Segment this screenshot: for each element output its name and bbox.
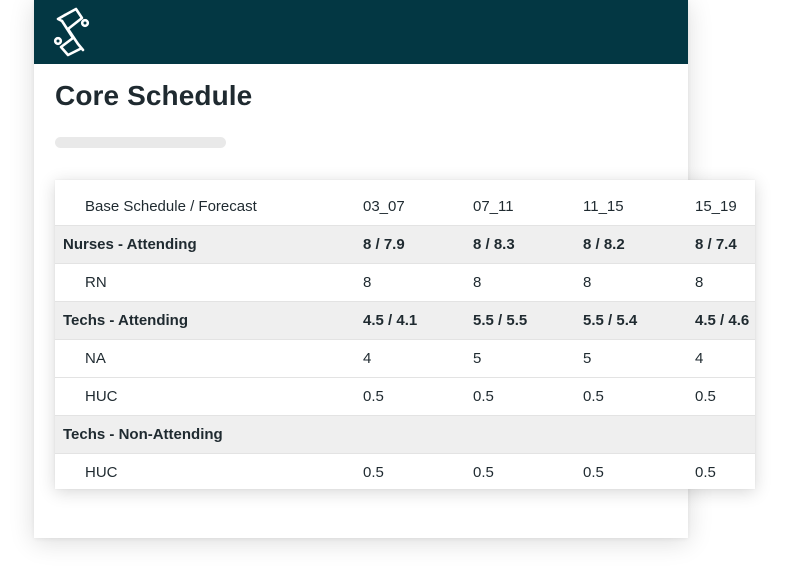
table-row-nurses-attending[interactable]: Nurses - Attending 8 / 7.9 8 / 8.3 8 / 8… — [55, 226, 755, 264]
row-label: NA — [85, 350, 106, 367]
table-row-huc[interactable]: HUC 0.5 0.5 0.5 0.5 — [55, 378, 755, 416]
table-cell: 4.5 / 4.6 — [695, 312, 750, 329]
brand-logo-icon[interactable] — [52, 6, 92, 58]
column-header[interactable]: 03_07 — [363, 198, 405, 215]
table-cell: 4 — [695, 350, 704, 367]
table-row-techs-attending[interactable]: Techs - Attending 4.5 / 4.1 5.5 / 5.5 5.… — [55, 302, 755, 340]
table-cell: 5 — [473, 350, 482, 367]
table-cell: 0.5 — [473, 464, 494, 481]
table-cell: 0.5 — [583, 388, 604, 405]
table-cell: 5 — [583, 350, 592, 367]
table-cell: 8 / 8.2 — [583, 236, 625, 253]
table-cell: 8 — [473, 274, 482, 291]
table-cell: 4.5 / 4.1 — [363, 312, 418, 329]
loading-placeholder-bar — [55, 137, 226, 148]
row-label: HUC — [85, 388, 118, 405]
table-cell: 8 / 8.3 — [473, 236, 515, 253]
table-cell: 8 — [583, 274, 592, 291]
table-row-huc-non-attending[interactable]: HUC 0.5 0.5 0.5 0.5 — [55, 454, 755, 489]
table-cell: 4 — [363, 350, 372, 367]
table-cell: 0.5 — [363, 388, 384, 405]
schedule-table: Base Schedule / Forecast 03_07 07_11 11_… — [55, 180, 755, 489]
table-cell: 0.5 — [363, 464, 384, 481]
table-header-row: Base Schedule / Forecast 03_07 07_11 11_… — [55, 188, 755, 226]
page-title: Core Schedule — [55, 80, 253, 111]
table-row-na[interactable]: NA 4 5 5 4 — [55, 340, 755, 378]
row-label: RN — [85, 274, 107, 291]
row-label: Techs - Attending — [63, 312, 188, 329]
table-cell: 0.5 — [695, 464, 716, 481]
table-cell: 8 — [695, 274, 704, 291]
table-cell: 5.5 / 5.4 — [583, 312, 638, 329]
app-header-bar — [34, 0, 688, 64]
table-cell: 0.5 — [583, 464, 604, 481]
table-row-rn[interactable]: RN 8 8 8 8 — [55, 264, 755, 302]
table-row-techs-non-attending[interactable]: Techs - Non-Attending — [55, 416, 755, 454]
header-label: Base Schedule / Forecast — [85, 198, 257, 215]
table-cell: 8 / 7.9 — [363, 236, 405, 253]
column-header[interactable]: 07_11 — [473, 198, 514, 215]
table-cell: 0.5 — [473, 388, 494, 405]
table-cell: 8 — [363, 274, 372, 291]
column-header[interactable]: 11_15 — [583, 198, 624, 215]
row-label: Nurses - Attending — [63, 236, 197, 253]
table-cell: 5.5 / 5.5 — [473, 312, 528, 329]
table-cell: 8 / 7.4 — [695, 236, 737, 253]
column-header[interactable]: 15_19 — [695, 198, 737, 215]
row-label: Techs - Non-Attending — [63, 426, 223, 443]
row-label: HUC — [85, 464, 118, 481]
table-cell: 0.5 — [695, 388, 716, 405]
